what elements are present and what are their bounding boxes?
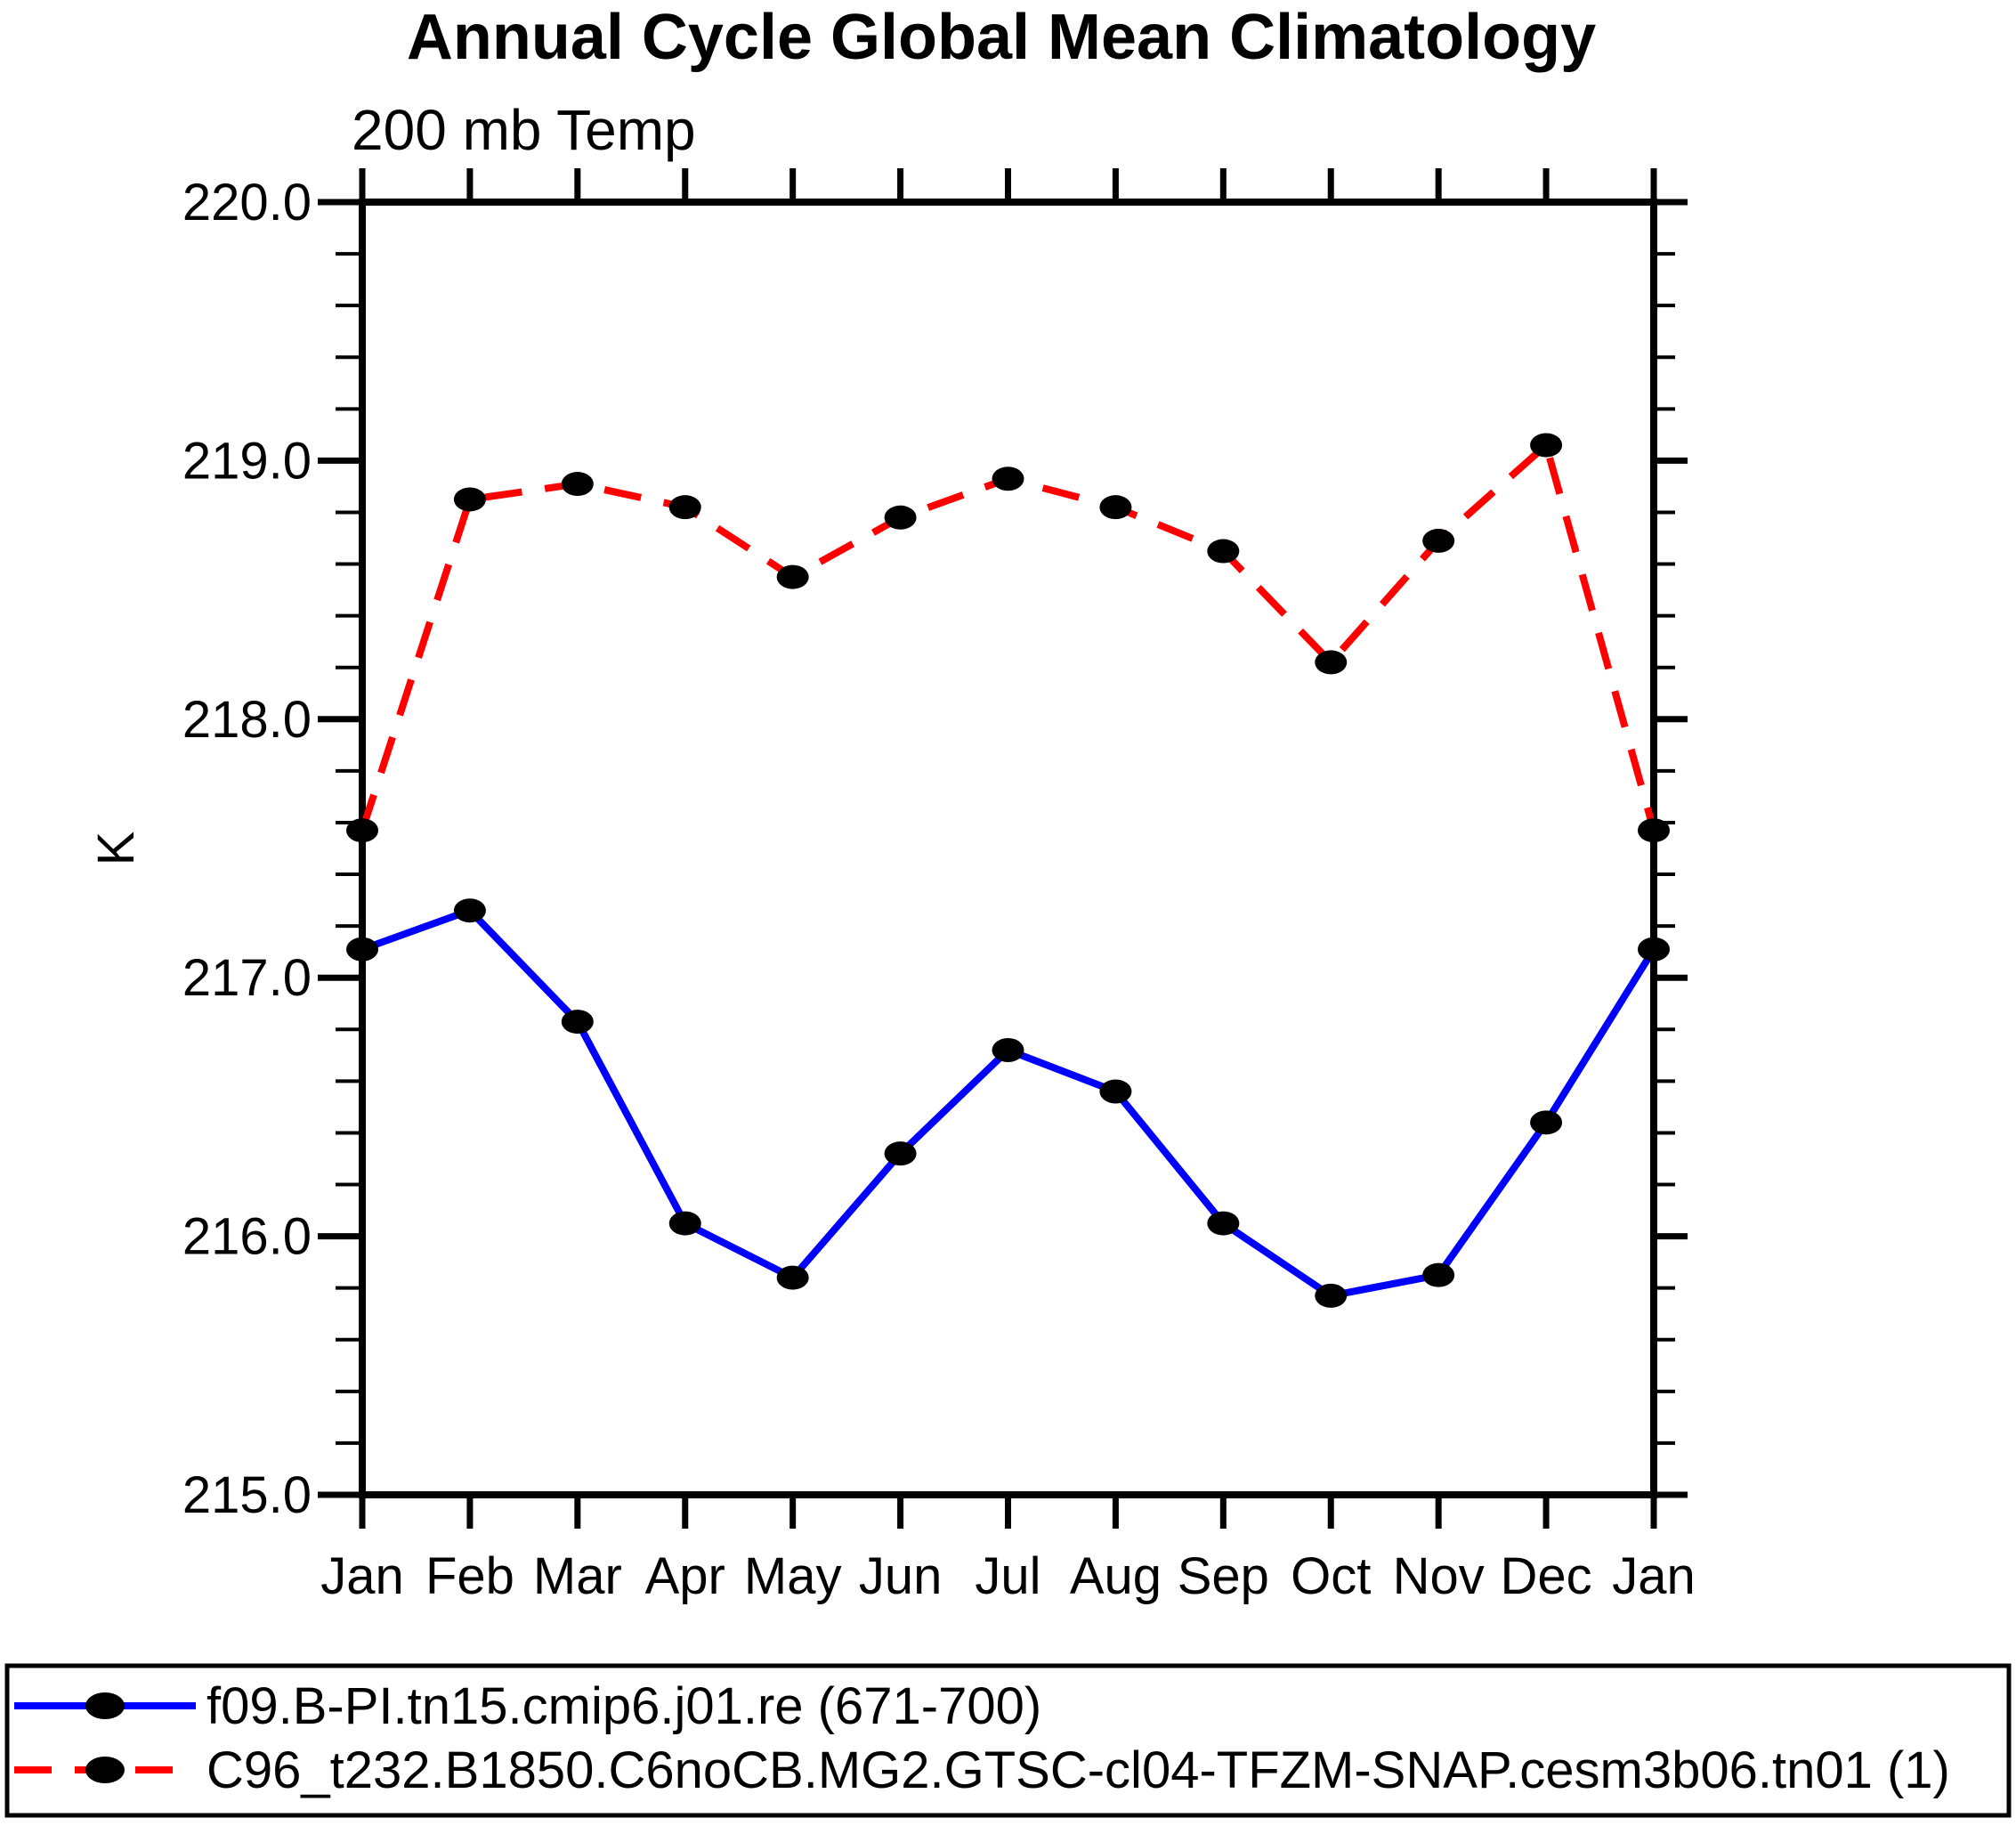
data-point-marker (776, 1265, 809, 1290)
y-axis-label: K (87, 831, 145, 865)
data-point-marker (1638, 937, 1670, 962)
y-ticks (318, 199, 1688, 1498)
legend: f09.B-PI.tn15.cmip6.j01.re (671-700) C96_… (4, 1663, 2012, 1818)
data-point-marker (668, 1211, 701, 1236)
plot-border (359, 199, 1657, 1498)
chart-title: Annual Cycle Global Mean Climatology (407, 2, 1596, 73)
y-tick-label: 218.0 (182, 691, 312, 749)
data-point-marker (453, 898, 486, 923)
legend-swatch-marker (85, 1692, 125, 1719)
series-line-1 (359, 441, 1657, 832)
data-point-marker (776, 564, 809, 589)
data-point-marker (884, 1141, 917, 1166)
data-point-marker (1099, 1079, 1132, 1104)
data-point-marker (1315, 1283, 1348, 1308)
y-tick-label: 215.0 (182, 1466, 312, 1524)
data-point-marker (992, 467, 1024, 491)
data-point-marker (453, 487, 486, 512)
x-tick-label: Feb (425, 1547, 514, 1605)
data-point-marker (884, 505, 917, 530)
x-tick-label: Jan (320, 1547, 404, 1605)
x-tick-label: Sep (1178, 1547, 1269, 1605)
legend-item-label: f09.B-PI.tn15.cmip6.j01.re (671-700) (206, 1677, 1041, 1735)
series-line-0 (360, 906, 1657, 1300)
data-point-marker (561, 472, 594, 497)
x-tick-label: Oct (1291, 1547, 1371, 1605)
plot-axes (359, 199, 1657, 1498)
legend-box (4, 1663, 2012, 1818)
x-tick-label: Dec (1501, 1547, 1592, 1605)
data-point-marker (992, 1038, 1024, 1063)
data-point-marker (1207, 1211, 1240, 1236)
data-point-marker (1422, 1262, 1455, 1287)
x-tick-label: Aug (1070, 1547, 1162, 1605)
data-point-marker (1422, 528, 1455, 553)
y-tick-label: 219.0 (182, 432, 312, 490)
legend-item-label: C96_t232.B1850.C6noCB.MG2.GTSC-cl04-TFZM… (206, 1741, 1950, 1799)
data-point-marker (1315, 650, 1348, 675)
data-point-marker (1530, 1110, 1563, 1135)
x-tick-label: Mar (533, 1547, 622, 1605)
data-point-marker (346, 818, 378, 843)
x-tick-label: Jun (859, 1547, 943, 1605)
x-tick-label: Jan (1612, 1547, 1696, 1605)
x-ticks (359, 168, 1657, 1529)
legend-swatch-marker (85, 1757, 125, 1783)
data-point-marker (561, 1010, 594, 1035)
data-point-marker (1099, 495, 1132, 520)
y-tick-label: 216.0 (182, 1208, 312, 1266)
data-point-marker (1530, 433, 1563, 458)
y-tick-labels: 215.0 216.0 217.0 218.0 219.0 220.0 (182, 174, 312, 1524)
x-tick-label: Apr (645, 1547, 725, 1605)
x-tick-label: Jul (975, 1547, 1040, 1605)
data-series (346, 433, 1670, 1308)
chart-subtitle: 200 mb Temp (352, 98, 696, 162)
x-tick-labels: Jan Feb Mar Apr May Jun Jul Aug Sep Oct Nov Dec Jan (320, 1547, 1696, 1605)
x-tick-label: May (744, 1547, 842, 1605)
x-tick-label: Nov (1393, 1547, 1485, 1605)
data-point-marker (1638, 818, 1670, 843)
data-point-marker (346, 937, 378, 962)
data-point-marker (668, 495, 701, 520)
data-point-marker (1207, 539, 1240, 564)
y-tick-label: 220.0 (182, 174, 312, 231)
y-tick-label: 217.0 (182, 949, 312, 1007)
